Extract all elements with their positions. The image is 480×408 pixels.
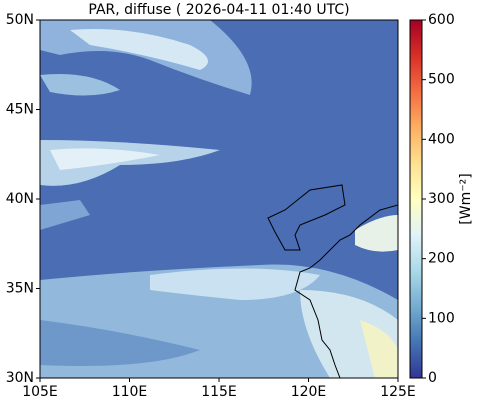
y-tick-label: 50N (6, 12, 34, 28)
colorbar-tick-label: 400 (428, 131, 455, 147)
title: PAR, diffuse ( 2026-04-11 01:40 UTC) (88, 2, 349, 18)
y-tick-label: 40N (6, 191, 34, 207)
colorbar (409, 19, 423, 379)
colorbar-tick-label: 600 (428, 12, 455, 28)
x-tick-label: 120E (291, 384, 327, 400)
x-tick-label: 110E (112, 384, 148, 400)
colorbar-tick-label: 500 (428, 72, 455, 88)
y-tick-label: 30N (6, 370, 34, 386)
y-tick-label: 45N (6, 102, 34, 118)
x-tick-label: 115E (201, 384, 237, 400)
colorbar-label: [Wm⁻²] (458, 173, 474, 224)
x-tick-label: 125E (380, 384, 416, 400)
x-tick-label: 105E (22, 384, 58, 400)
colorbar-tick-label: 300 (428, 191, 455, 207)
map-image (40, 20, 398, 378)
colorbar-tick-label: 0 (428, 370, 437, 386)
colorbar-tick-label: 100 (428, 310, 455, 326)
colorbar-tick-label: 200 (428, 251, 455, 267)
y-tick-label: 35N (6, 281, 34, 297)
